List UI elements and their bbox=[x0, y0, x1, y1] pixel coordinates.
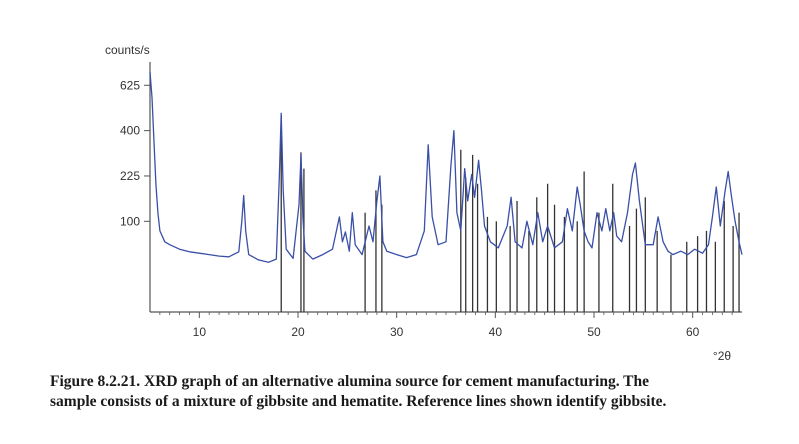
xrd-chart: counts/s 10 20 30 40 50 60 100 225 400 625 °2θ bbox=[105, 43, 743, 363]
xrd-trace bbox=[149, 72, 743, 263]
y-axis-label: counts/s bbox=[105, 43, 150, 57]
x-tick-label: 60 bbox=[686, 325, 700, 339]
x-axis-label: °2θ bbox=[713, 349, 731, 363]
reference-lines bbox=[280, 115, 740, 312]
caption-line-1: Figure 8.2.21. XRD graph of an alternati… bbox=[50, 373, 650, 390]
y-tick-label: 225 bbox=[120, 169, 140, 183]
trace-line bbox=[149, 72, 743, 263]
y-tick-label: 400 bbox=[120, 124, 140, 138]
x-tick-label: 10 bbox=[193, 325, 207, 339]
x-tick-label: 30 bbox=[390, 325, 404, 339]
axis-ticks: 10 20 30 40 50 60 100 225 400 625 bbox=[120, 78, 733, 339]
y-tick-label: 100 bbox=[120, 214, 140, 228]
figure-caption: Figure 8.2.21. XRD graph of an alternati… bbox=[50, 372, 790, 412]
y-tick-label: 625 bbox=[120, 78, 140, 92]
caption-line-2: sample consists of a mixture of gibbsite… bbox=[50, 393, 667, 410]
x-tick-label: 20 bbox=[291, 325, 305, 339]
x-tick-label: 40 bbox=[489, 325, 503, 339]
x-tick-label: 50 bbox=[587, 325, 601, 339]
